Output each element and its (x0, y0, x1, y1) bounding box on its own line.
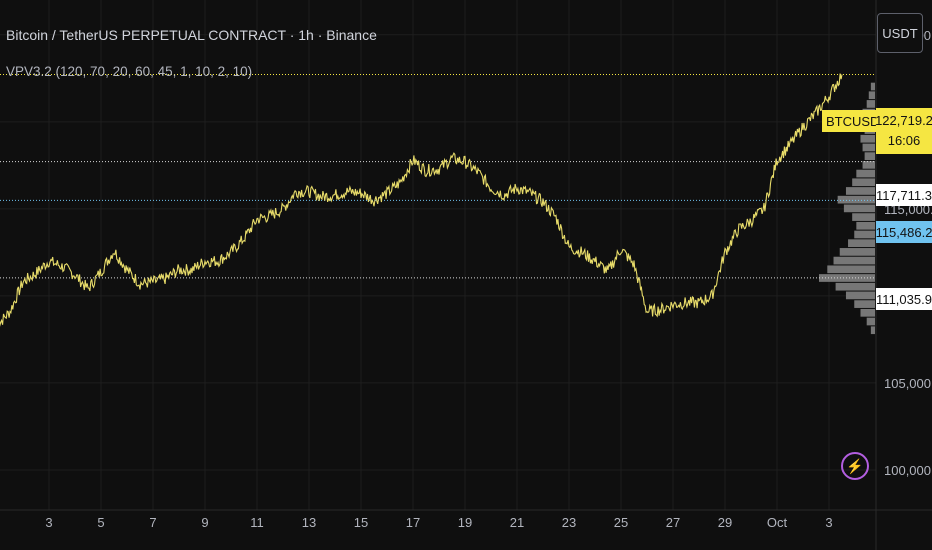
last-price-tag: 122,719.2 16:06 (875, 108, 932, 154)
level-tag-1: 117,711.3 (876, 184, 932, 206)
x-tick-label: 11 (250, 515, 264, 530)
x-tick-label: 3 (45, 515, 52, 530)
level-tag-3: 111,035.9 (876, 288, 932, 310)
volume-profile-bar (866, 100, 875, 108)
volume-profile-bar (845, 291, 875, 300)
x-tick-label: 3 (825, 515, 832, 530)
x-tick-label: Oct (767, 515, 788, 530)
volume-profile-bar (860, 308, 875, 317)
x-tick-label: 29 (718, 515, 732, 530)
volume-profile-bar (870, 82, 875, 91)
x-tick-label: 13 (302, 515, 316, 530)
x-tick-label: 7 (149, 515, 156, 530)
level-tag-2: 115,486.2 (876, 221, 932, 243)
currency-button[interactable]: USDT (877, 13, 923, 53)
volume-profile-bar (854, 300, 875, 308)
x-tick-label: 21 (510, 515, 524, 530)
volume-profile-bar (819, 274, 875, 282)
x-tick-label: 9 (201, 515, 208, 530)
x-tick-label: 27 (666, 515, 680, 530)
volume-profile-bar (837, 195, 875, 204)
y-tick-label: 100,000.0 (884, 463, 932, 478)
volume-profile-bar (856, 221, 875, 230)
volume-profile-bar (862, 161, 875, 169)
volume-profile-bar (848, 239, 875, 248)
volume-profile-bar (860, 134, 875, 143)
x-tick-label: 5 (97, 515, 104, 530)
volume-profile-bar (862, 143, 875, 152)
volume-profile-bar (833, 256, 875, 265)
last-price-value: 122,719.2 (875, 113, 932, 128)
volume-profile-bar (866, 317, 875, 326)
x-tick-label: 25 (614, 515, 628, 530)
volume-profile-bar (827, 265, 875, 274)
lightning-icon[interactable]: ⚡ (841, 452, 869, 480)
volume-profile-bar (843, 204, 875, 213)
chart-title: Bitcoin / TetherUS PERPETUAL CONTRACT · … (6, 27, 377, 43)
volume-profile-bar (864, 152, 875, 161)
volume-profile-bar (835, 282, 875, 291)
price-series-line (0, 73, 843, 327)
volume-profile-bar (839, 248, 875, 256)
x-tick-label: 17 (406, 515, 420, 530)
volume-profile-bar (854, 230, 875, 239)
x-tick-label: 23 (562, 515, 576, 530)
volume-profile-bar (852, 213, 875, 221)
volume-profile-bar (870, 326, 875, 335)
x-tick-label: 15 (354, 515, 368, 530)
volume-profile-bar (852, 178, 875, 187)
y-tick-label: 105,000.0 (884, 376, 932, 391)
volume-profile-bar (856, 169, 875, 178)
x-tick-label: 19 (458, 515, 472, 530)
volume-profile-bar (845, 187, 875, 195)
bar-countdown: 16:06 (887, 133, 921, 148)
volume-profile-bar (868, 91, 875, 100)
indicator-legend[interactable]: VPV3.2 (120, 70, 20, 60, 45, 1, 10, 2, 1… (6, 64, 253, 79)
